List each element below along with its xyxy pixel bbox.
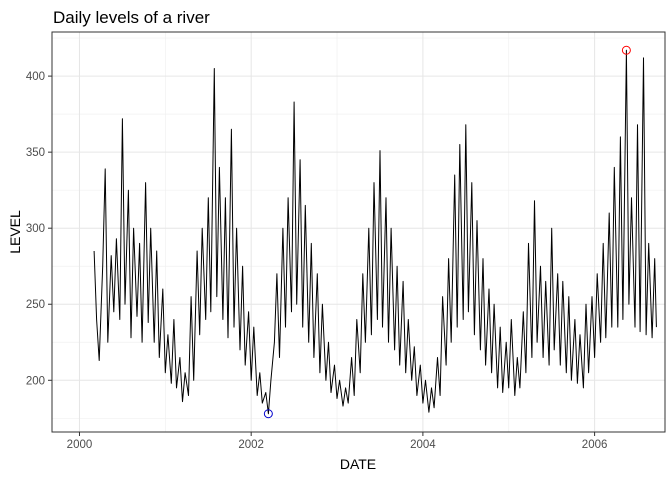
axis-ticks: 2000 2002 2004 2006 200 250 300 350 400 bbox=[26, 71, 608, 451]
y-tick-label: 350 bbox=[26, 147, 45, 159]
minimum-marker bbox=[263, 409, 273, 419]
y-tick-label: 400 bbox=[26, 71, 45, 83]
chart-title: Daily levels of a river bbox=[53, 8, 210, 27]
maximum-marker bbox=[621, 45, 631, 55]
x-tick-label: 2000 bbox=[67, 439, 93, 451]
x-tick-label: 2002 bbox=[238, 439, 264, 451]
series-line-0 bbox=[93, 49, 657, 415]
y-tick-label: 250 bbox=[26, 299, 45, 311]
x-tick-label: 2006 bbox=[582, 439, 608, 451]
y-tick-label: 300 bbox=[26, 223, 45, 235]
grid bbox=[52, 32, 665, 432]
plot-panel-border bbox=[51, 31, 666, 433]
highlight-markers bbox=[263, 45, 631, 419]
plot-background bbox=[52, 32, 665, 432]
x-axis-title: DATE bbox=[340, 456, 376, 472]
y-axis-title: LEVEL bbox=[7, 210, 23, 254]
y-tick-label: 200 bbox=[26, 375, 45, 387]
series-layer bbox=[93, 49, 657, 415]
x-tick-label: 2004 bbox=[410, 439, 436, 451]
